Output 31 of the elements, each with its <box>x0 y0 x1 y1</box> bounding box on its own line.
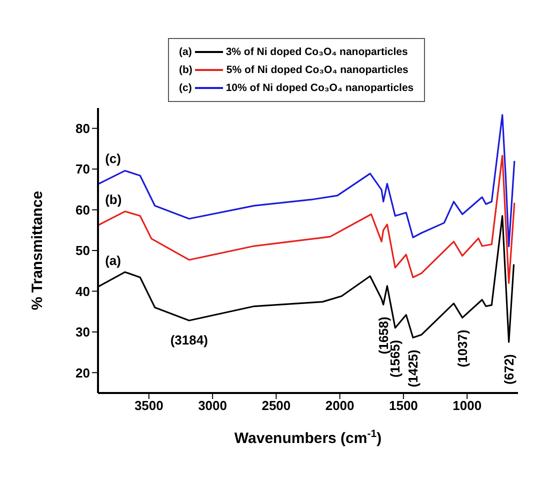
y-axis-title: % Transmittance <box>29 190 46 310</box>
x-tick-label: 3000 <box>198 398 228 414</box>
y-tick-label: 30 <box>76 324 90 340</box>
y-tick-label: 20 <box>76 365 90 380</box>
annotation: (1037) <box>454 330 470 368</box>
x-tick-label: 2000 <box>325 398 354 414</box>
x-tick-label: 2500 <box>262 398 291 414</box>
annotation: (672) <box>501 354 516 384</box>
legend-label: 3% of Ni doped Co₃O₄ nanoparticles <box>226 46 408 58</box>
annotation: (1425) <box>406 350 420 388</box>
x-tick-label: 1500 <box>388 398 418 414</box>
x-tick-label: 3500 <box>134 398 164 414</box>
annotation: (c) <box>105 151 121 166</box>
text: (c) <box>179 82 192 94</box>
text: (b) <box>179 64 192 76</box>
y-tick-label: 80 <box>76 120 90 136</box>
x-axis-title: Wavenumbers (cm$^{-1}$) <box>234 428 382 447</box>
annotation: (a) <box>105 252 121 268</box>
line-series <box>98 154 516 284</box>
y-tick-label: 60 <box>76 202 90 218</box>
y-tick-label: 40 <box>76 284 90 299</box>
legend-label: 10% of Ni doped Co₃O₄ nanoparticles <box>226 82 414 94</box>
legend-label: 5% of Ni doped Co₃O₄ nanoparticles <box>226 64 408 76</box>
annotation: (3184) <box>170 332 208 348</box>
line-series <box>98 114 516 248</box>
annotation: (1658) <box>376 316 391 354</box>
annotation: (b) <box>105 192 122 207</box>
y-tick-label: 50 <box>76 243 90 258</box>
text: (a) <box>179 46 192 58</box>
y-tick-label: 70 <box>76 162 90 177</box>
x-tick-label: 1000 <box>452 398 482 414</box>
